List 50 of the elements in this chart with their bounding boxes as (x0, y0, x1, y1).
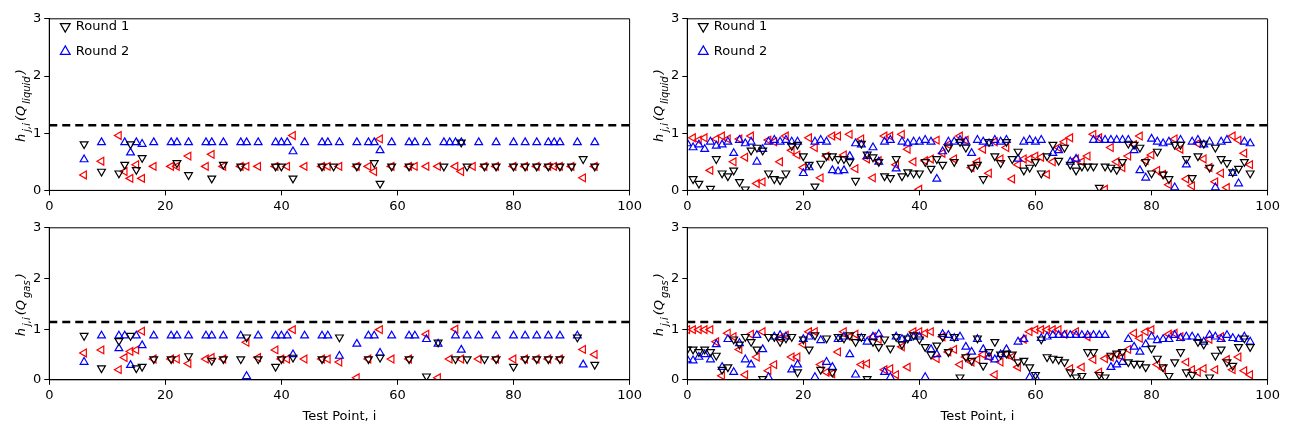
x-axis-title: Test Point, i (939, 407, 1015, 423)
x-tick-label: 20 (795, 386, 812, 402)
x-tick-label: 60 (389, 386, 406, 402)
y-tick-label: 3 (670, 10, 680, 26)
x-tick-label: 100 (617, 386, 643, 402)
x-tick-label: 0 (45, 197, 54, 213)
y-axis-title: hj,i(Qgas) (13, 273, 32, 337)
x-tick-label: 60 (1027, 386, 1044, 402)
y-tick-label: 1 (670, 320, 680, 336)
x-tick-label: 100 (617, 197, 643, 213)
x-axis-title: Test Point, i (301, 407, 377, 423)
legend-label: Round 1 (75, 17, 130, 33)
x-tick-label: 0 (45, 386, 54, 402)
y-tick-label: 1 (32, 320, 42, 336)
y-tick-label: 2 (32, 269, 42, 285)
y-tick-label: 3 (32, 10, 42, 26)
x-tick-label: 100 (1255, 197, 1281, 213)
x-tick-label: 80 (505, 197, 522, 213)
x-tick-label: 100 (1255, 386, 1281, 402)
y-tick-label: 2 (32, 67, 42, 83)
y-tick-label: 0 (32, 181, 42, 197)
x-tick-label: 20 (157, 197, 174, 213)
x-tick-label: 20 (157, 386, 174, 402)
y-axis-title: hj,i(Qliquid) (13, 69, 32, 142)
x-tick-label: 40 (273, 386, 290, 402)
x-tick-label: 80 (1143, 197, 1160, 213)
x-tick-label: 0 (683, 386, 692, 402)
y-tick-label: 0 (670, 371, 680, 387)
x-tick-label: 40 (273, 197, 290, 213)
y-axis-title: hj,i(Qliquid) (651, 69, 670, 142)
x-tick-label: 60 (389, 197, 406, 213)
legend-label: Round 2 (713, 42, 768, 58)
x-tick-label: 60 (1027, 197, 1044, 213)
y-tick-label: 0 (670, 181, 680, 197)
y-tick-label: 3 (670, 219, 680, 235)
y-tick-label: 2 (670, 67, 680, 83)
legend-label: Round 2 (75, 42, 130, 58)
x-tick-label: 80 (1143, 386, 1160, 402)
y-tick-label: 1 (32, 124, 42, 140)
x-tick-label: 40 (911, 197, 928, 213)
y-tick-label: 3 (32, 219, 42, 235)
x-tick-label: 20 (795, 197, 812, 213)
y-axis-title: hj,i(Qgas) (651, 273, 670, 337)
legend-label: Round 1 (713, 17, 768, 33)
x-tick-label: 80 (505, 386, 522, 402)
x-tick-label: 0 (683, 197, 692, 213)
y-tick-label: 2 (670, 269, 680, 285)
y-tick-label: 1 (670, 124, 680, 140)
x-tick-label: 40 (911, 386, 928, 402)
y-tick-label: 0 (32, 371, 42, 387)
